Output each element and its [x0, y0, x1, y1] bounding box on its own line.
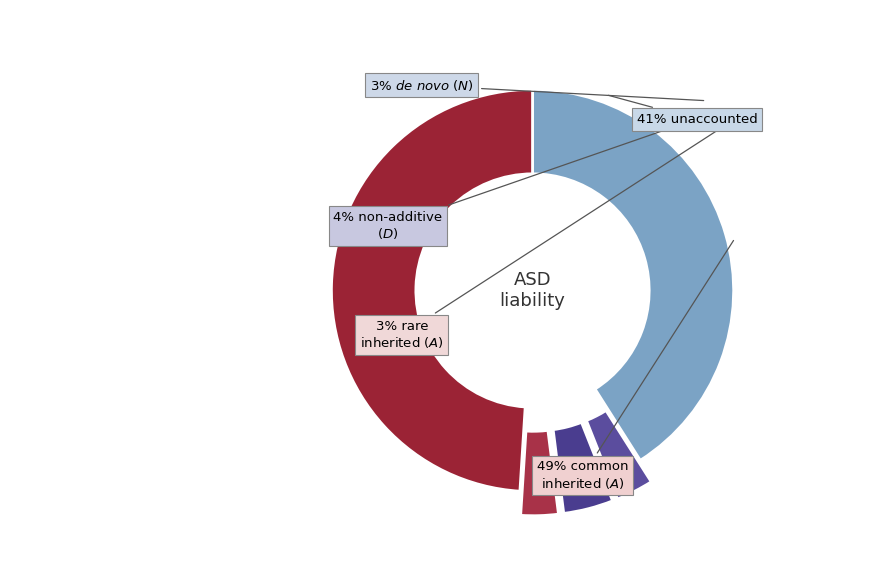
Text: 3% $\it{de}$ $\it{novo}$ ($\it{N}$): 3% $\it{de}$ $\it{novo}$ ($\it{N}$) [370, 78, 704, 101]
Wedge shape [332, 89, 533, 491]
Text: 4% non-additive
($\it{D}$): 4% non-additive ($\it{D}$) [333, 113, 715, 241]
Wedge shape [533, 89, 733, 460]
Wedge shape [587, 411, 651, 499]
Wedge shape [553, 422, 613, 514]
Text: 41% unaccounted: 41% unaccounted [608, 95, 758, 126]
Wedge shape [520, 431, 559, 516]
Text: 3% rare
inherited ($\it{A}$): 3% rare inherited ($\it{A}$) [360, 125, 726, 350]
Text: 49% common
inherited ($\it{A}$): 49% common inherited ($\it{A}$) [537, 241, 733, 491]
Text: ASD
liability: ASD liability [499, 271, 566, 310]
